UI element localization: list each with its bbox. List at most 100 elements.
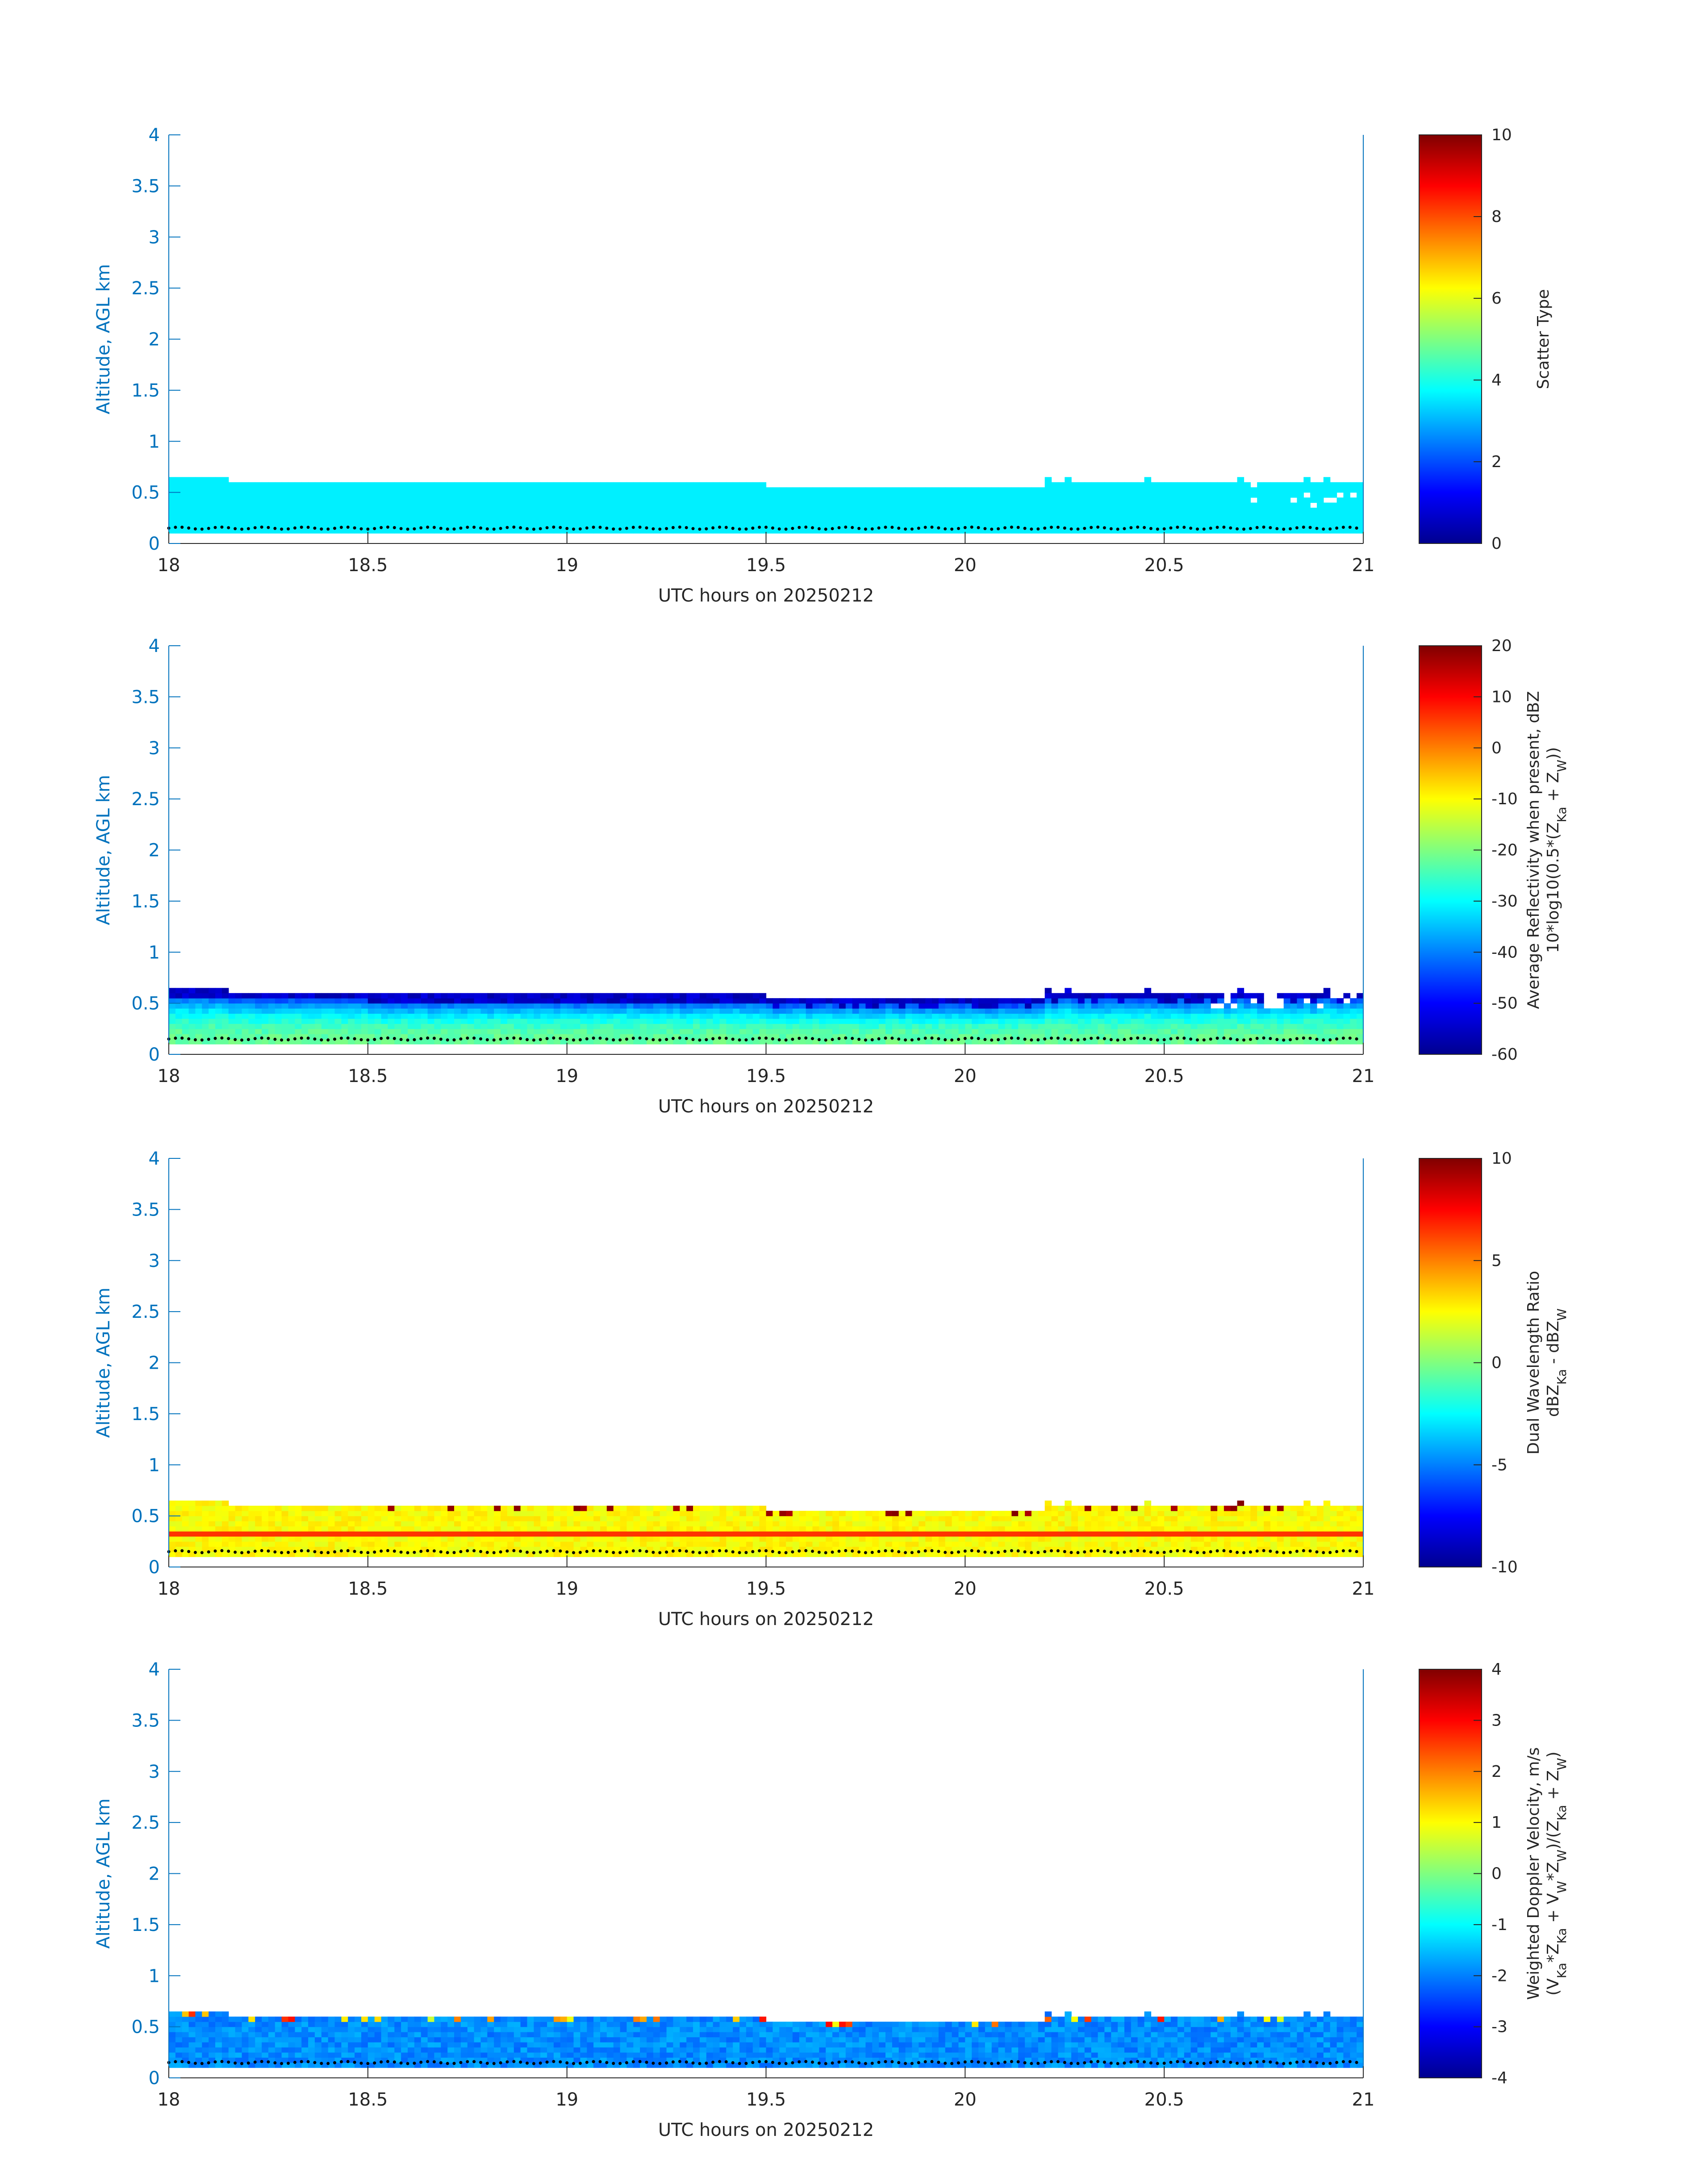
heatmap-cell bbox=[958, 1008, 965, 1014]
heatmap-cell bbox=[169, 513, 176, 518]
heatmap-cell bbox=[228, 492, 236, 498]
heatmap-cell bbox=[434, 998, 441, 1004]
heatmap-cell bbox=[235, 482, 242, 488]
heatmap-cell bbox=[560, 1526, 568, 1532]
heatmap-cell bbox=[1031, 1018, 1039, 1024]
cloud-base-point bbox=[930, 1036, 934, 1040]
heatmap-cell bbox=[693, 523, 700, 529]
heatmap-cell bbox=[706, 993, 714, 999]
heatmap-cell bbox=[408, 523, 415, 529]
heatmap-cell bbox=[640, 1505, 647, 1511]
heatmap-cell bbox=[467, 1516, 475, 1521]
heatmap-cell bbox=[1018, 1024, 1025, 1029]
heatmap-cell bbox=[527, 1536, 534, 1542]
heatmap-cell bbox=[606, 1028, 614, 1034]
heatmap-cell bbox=[454, 482, 461, 488]
heatmap-cell bbox=[606, 998, 614, 1004]
heatmap-cell bbox=[660, 487, 667, 493]
heatmap-cell bbox=[1283, 492, 1291, 498]
heatmap-cell bbox=[958, 1013, 965, 1019]
cloud-base-point bbox=[446, 1038, 449, 1042]
heatmap-cell bbox=[374, 1511, 382, 1517]
heatmap-cell bbox=[221, 1516, 229, 1521]
heatmap-cell bbox=[1211, 487, 1218, 493]
heatmap-cell bbox=[414, 1024, 422, 1029]
heatmap-cell bbox=[587, 492, 594, 498]
heatmap-cell bbox=[972, 528, 979, 534]
heatmap-cell bbox=[547, 1551, 554, 1557]
heatmap-cell bbox=[1111, 993, 1118, 999]
heatmap-cell bbox=[726, 1526, 733, 1532]
heatmap-cell bbox=[1058, 487, 1065, 493]
heatmap-cell bbox=[1098, 523, 1105, 529]
heatmap-cell bbox=[699, 482, 707, 488]
heatmap-cell bbox=[826, 1028, 833, 1034]
heatmap-cell bbox=[235, 1505, 242, 1511]
heatmap-cell bbox=[600, 1003, 607, 1009]
heatmap-cell bbox=[925, 1003, 932, 1009]
heatmap-cell bbox=[593, 1028, 601, 1034]
heatmap-cell bbox=[221, 1551, 229, 1557]
heatmap-cell bbox=[1071, 518, 1078, 523]
heatmap-cell bbox=[892, 502, 899, 508]
cloud-base-point bbox=[817, 527, 821, 531]
heatmap-cell bbox=[1330, 528, 1337, 534]
heatmap-cell bbox=[1025, 1018, 1032, 1024]
heatmap-cell bbox=[507, 993, 514, 999]
heatmap-cell bbox=[295, 1516, 302, 1521]
heatmap-cell bbox=[553, 1024, 561, 1029]
heatmap-cell bbox=[175, 1018, 183, 1024]
heatmap-cell bbox=[620, 492, 627, 498]
heatmap-cell bbox=[527, 1013, 534, 1019]
heatmap-cell bbox=[228, 1003, 236, 1009]
heatmap-cell bbox=[228, 507, 236, 513]
heatmap-cell bbox=[1111, 487, 1118, 493]
heatmap-cell bbox=[1257, 1008, 1264, 1014]
heatmap-cell bbox=[719, 528, 727, 534]
heatmap-cell bbox=[1018, 1018, 1025, 1024]
heatmap-cell bbox=[773, 1013, 780, 1019]
heatmap-cell bbox=[355, 482, 362, 488]
heatmap-cell bbox=[527, 1034, 534, 1040]
heatmap-cell bbox=[1244, 1018, 1251, 1024]
heatmap-cell bbox=[1058, 993, 1065, 999]
heatmap-cell bbox=[733, 1526, 740, 1532]
heatmap-cell bbox=[786, 507, 793, 513]
heatmap-cell bbox=[1330, 1018, 1337, 1024]
heatmap-cell bbox=[647, 1521, 654, 1527]
heatmap-cell bbox=[1303, 1018, 1311, 1024]
heatmap-cell bbox=[1323, 482, 1331, 488]
heatmap-cell bbox=[441, 1018, 448, 1024]
heatmap-cell bbox=[1044, 528, 1052, 534]
heatmap-cell bbox=[301, 502, 309, 508]
heatmap-cell bbox=[978, 518, 986, 523]
heatmap-cell bbox=[806, 1034, 813, 1040]
heatmap-cell bbox=[301, 998, 309, 1004]
heatmap-cell bbox=[1118, 513, 1125, 518]
heatmap-cell bbox=[288, 518, 295, 523]
colorbar-tick-label: 4 bbox=[1491, 371, 1502, 389]
heatmap-cell bbox=[487, 513, 494, 518]
heatmap-cells bbox=[169, 1500, 1364, 1557]
heatmap-cell bbox=[480, 1018, 488, 1024]
heatmap-cell bbox=[221, 492, 229, 498]
heatmap-cell bbox=[314, 1024, 322, 1029]
heatmap-cell bbox=[268, 487, 276, 493]
heatmap-cell bbox=[295, 1003, 302, 1009]
heatmap-cell bbox=[1131, 492, 1138, 498]
heatmap-cell bbox=[242, 492, 249, 498]
heatmap-cell bbox=[726, 1024, 733, 1029]
heatmap-cell bbox=[978, 523, 986, 529]
heatmap-cell bbox=[1078, 497, 1085, 503]
heatmap-cell bbox=[308, 1024, 315, 1029]
heatmap-cell bbox=[972, 1039, 979, 1045]
heatmap-cell bbox=[394, 1008, 401, 1014]
heatmap-cell bbox=[819, 507, 826, 513]
heatmap-cell bbox=[1084, 1013, 1092, 1019]
heatmap-cell bbox=[268, 998, 276, 1004]
heatmap-cell bbox=[268, 1551, 276, 1557]
heatmap-cell bbox=[507, 513, 514, 518]
heatmap-cell bbox=[680, 502, 687, 508]
cloud-base-point bbox=[784, 1038, 788, 1042]
heatmap-cell bbox=[1058, 1018, 1065, 1024]
